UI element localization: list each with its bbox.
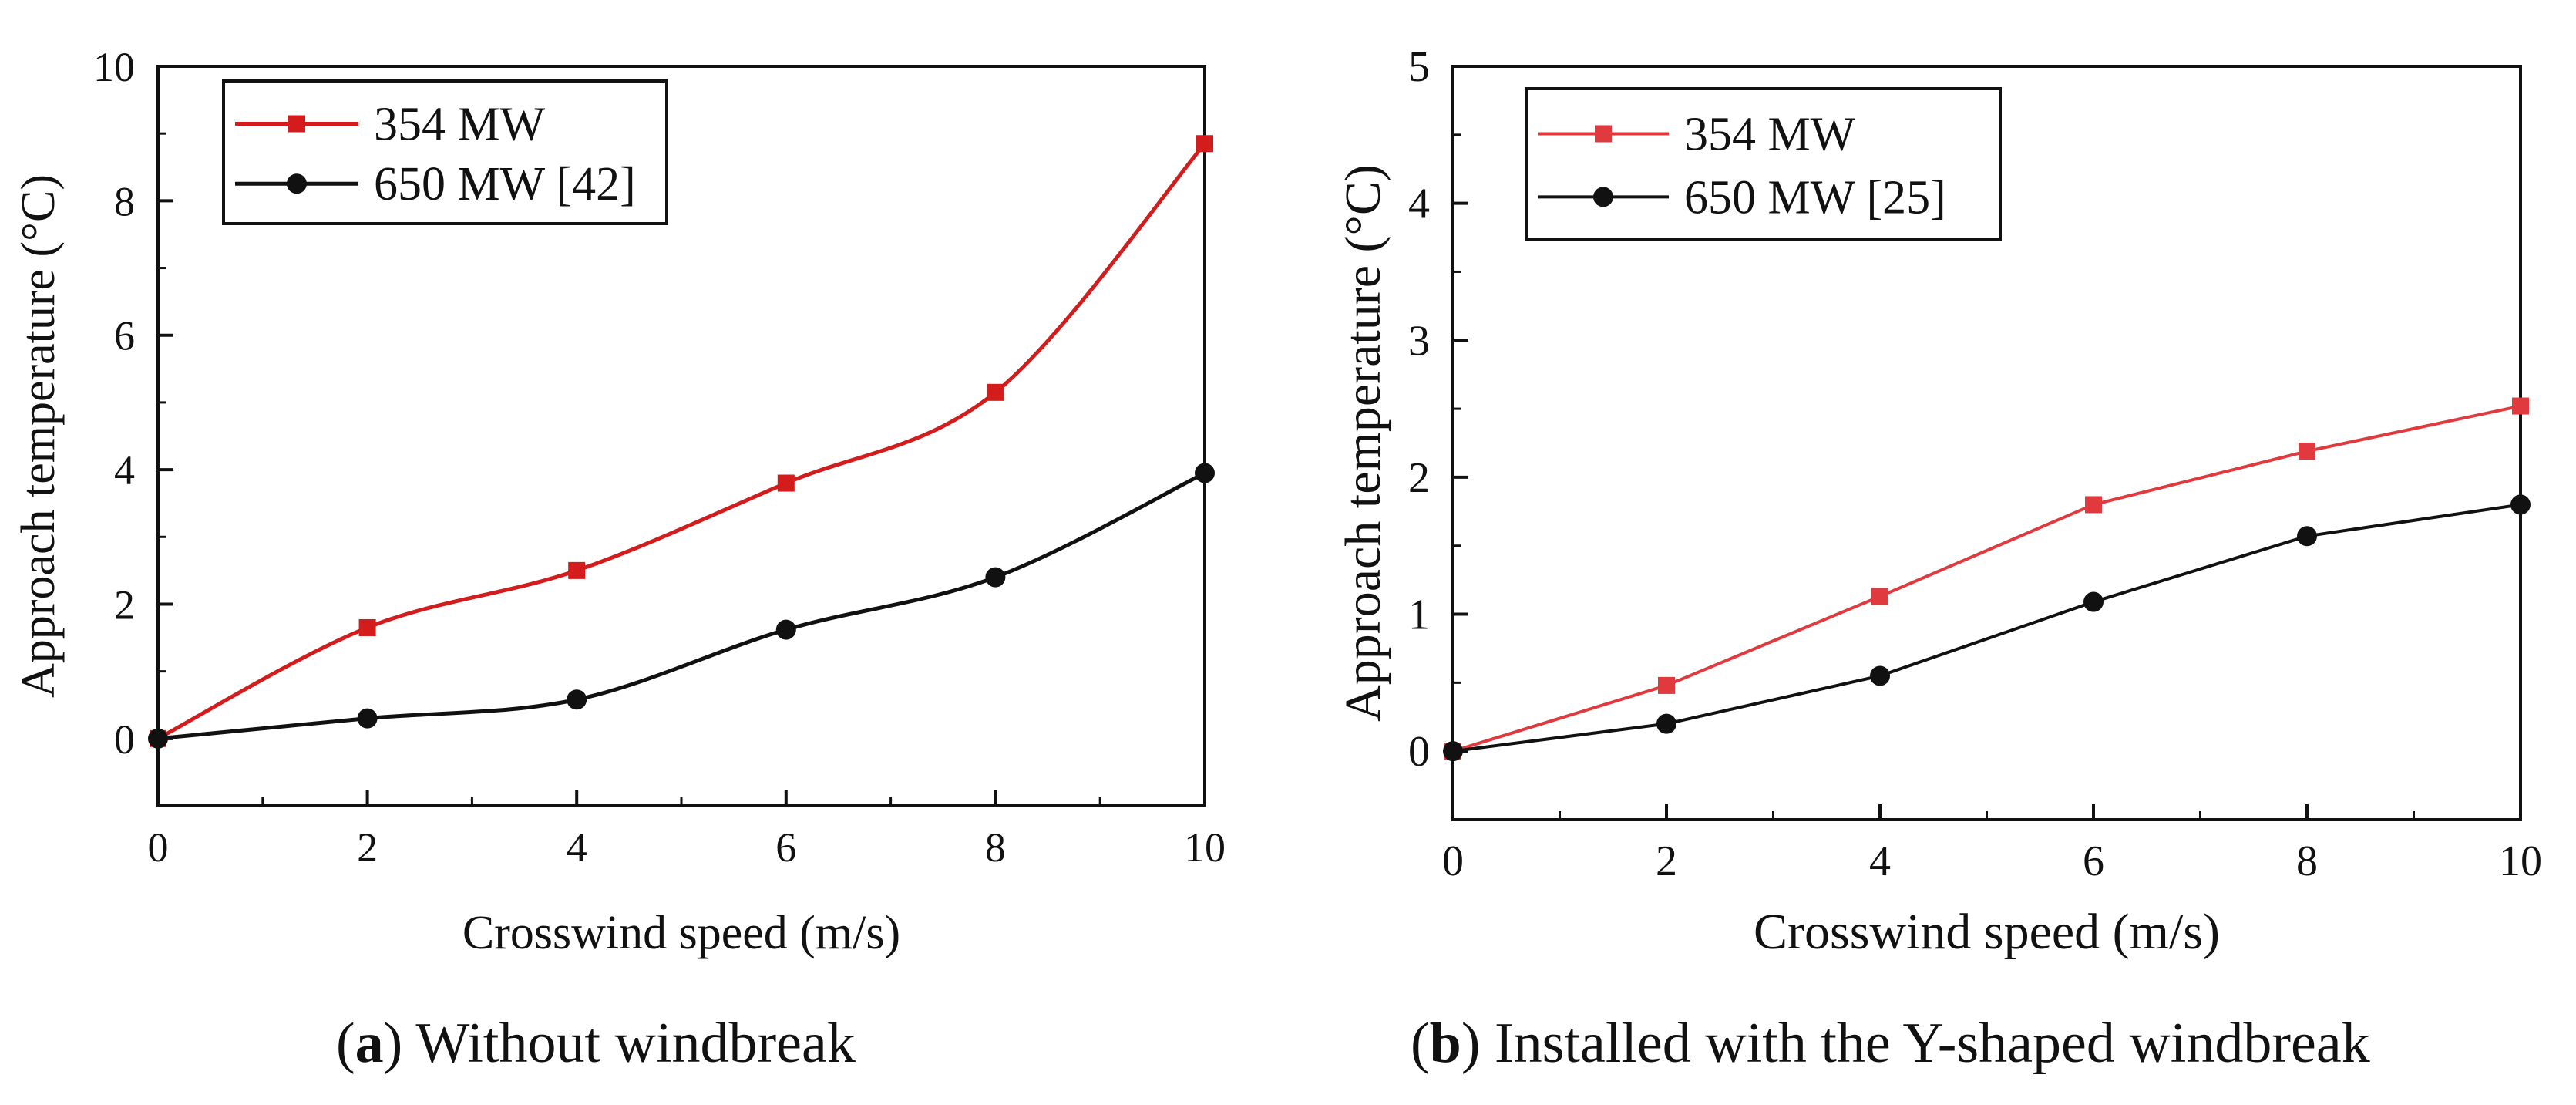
caption-b-text: Installed with the Y-shaped windbreak — [1480, 1012, 2370, 1075]
x-axis-label: Crosswind speed (m/s) — [1754, 904, 2220, 960]
data-point-square — [568, 561, 586, 579]
series-line-1 — [1451, 404, 2522, 753]
chart-b: 0 2 4 6 8 10 0 1 2 3 4 5 Crosswind speed (m/s) Approa… — [1335, 43, 2542, 960]
data-point-square — [777, 474, 795, 492]
data-point-square — [2512, 397, 2529, 415]
data-point-square — [1871, 588, 1888, 605]
series-line-2 — [1451, 503, 2522, 753]
data-point-circle — [2083, 591, 2104, 612]
data-point-circle — [985, 567, 1006, 588]
y-tick-label: 2 — [1408, 454, 1430, 502]
x-tick-label: 10 — [2499, 837, 2542, 885]
legend-marker-square — [288, 115, 305, 133]
legend-marker-circle — [1593, 187, 1613, 207]
legend-box — [222, 79, 668, 225]
data-point-square — [2085, 496, 2102, 514]
data-point-circle — [775, 619, 796, 640]
data-point-circle — [1870, 665, 1890, 686]
x-tick-label: 2 — [1656, 837, 1677, 885]
data-point-square — [2299, 443, 2315, 460]
y-tick-label: 2 — [114, 581, 135, 628]
legend-label: 354 MW — [1684, 109, 1856, 161]
x-tick-label: 4 — [1869, 837, 1891, 885]
y-tick-label: 5 — [1408, 43, 1430, 91]
data-point-circle — [567, 689, 587, 710]
y-tick-label: 10 — [93, 44, 135, 90]
y-tick-label: 1 — [1408, 591, 1430, 639]
x-tick-label: 0 — [1442, 837, 1464, 885]
data-point-circle — [2297, 526, 2317, 547]
data-point-circle — [1195, 463, 1215, 483]
data-point-circle — [1443, 741, 1463, 762]
x-tick-label: 4 — [567, 824, 587, 871]
x-axis-label: Crosswind speed (m/s) — [462, 907, 900, 959]
legend-label: 650 MW [42] — [374, 158, 636, 211]
data-point-circle — [357, 708, 378, 729]
y-tick-label: 8 — [114, 178, 135, 224]
legend-label: 650 MW [25] — [1684, 171, 1946, 224]
caption-b-letter: b — [1429, 1012, 1461, 1075]
data-point-circle — [1656, 713, 1676, 734]
legend-marker-circle — [287, 173, 307, 194]
caption-a-text: Without windbreak — [402, 1012, 856, 1075]
x-tick-label: 8 — [2296, 837, 2318, 885]
data-point-square — [1196, 135, 1213, 153]
chart-a: 0 2 4 6 8 10 0 2 4 6 8 10 Crosswind speed (m/s) Appro… — [12, 44, 1226, 959]
data-point-square — [1658, 676, 1675, 694]
y-axis-label: Approach temperature (°C) — [12, 174, 65, 698]
legend-marker-square — [1595, 125, 1612, 143]
caption-a: (a) Without windbreak — [336, 1012, 856, 1075]
y-tick-label: 0 — [1408, 728, 1430, 776]
x-tick-label: 10 — [1184, 824, 1226, 871]
x-tick-label: 6 — [2083, 837, 2104, 885]
series-line-2 — [156, 470, 1207, 741]
data-point-circle — [148, 728, 168, 749]
caption-b: (b) Installed with the Y-shaped windbrea… — [1411, 1012, 2370, 1075]
data-point-square — [358, 618, 376, 636]
y-tick-label: 6 — [114, 313, 135, 359]
y-tick-label: 3 — [1408, 317, 1430, 365]
y-tick-label: 0 — [114, 716, 135, 763]
caption-a-letter: a — [355, 1012, 384, 1075]
y-tick-label: 4 — [114, 447, 135, 494]
legend-label: 354 MW — [374, 99, 546, 151]
data-point-square — [987, 383, 1004, 401]
x-tick-label: 8 — [985, 824, 1006, 871]
y-axis-label: Approach temperature (°C) — [1335, 164, 1391, 722]
x-tick-label: 2 — [357, 824, 378, 871]
series-line-1 — [156, 141, 1207, 741]
x-tick-label: 6 — [775, 824, 796, 871]
y-tick-label: 4 — [1408, 180, 1430, 228]
data-point-circle — [2510, 494, 2531, 515]
legend-box — [1525, 87, 2002, 241]
x-tick-label: 0 — [148, 824, 169, 871]
